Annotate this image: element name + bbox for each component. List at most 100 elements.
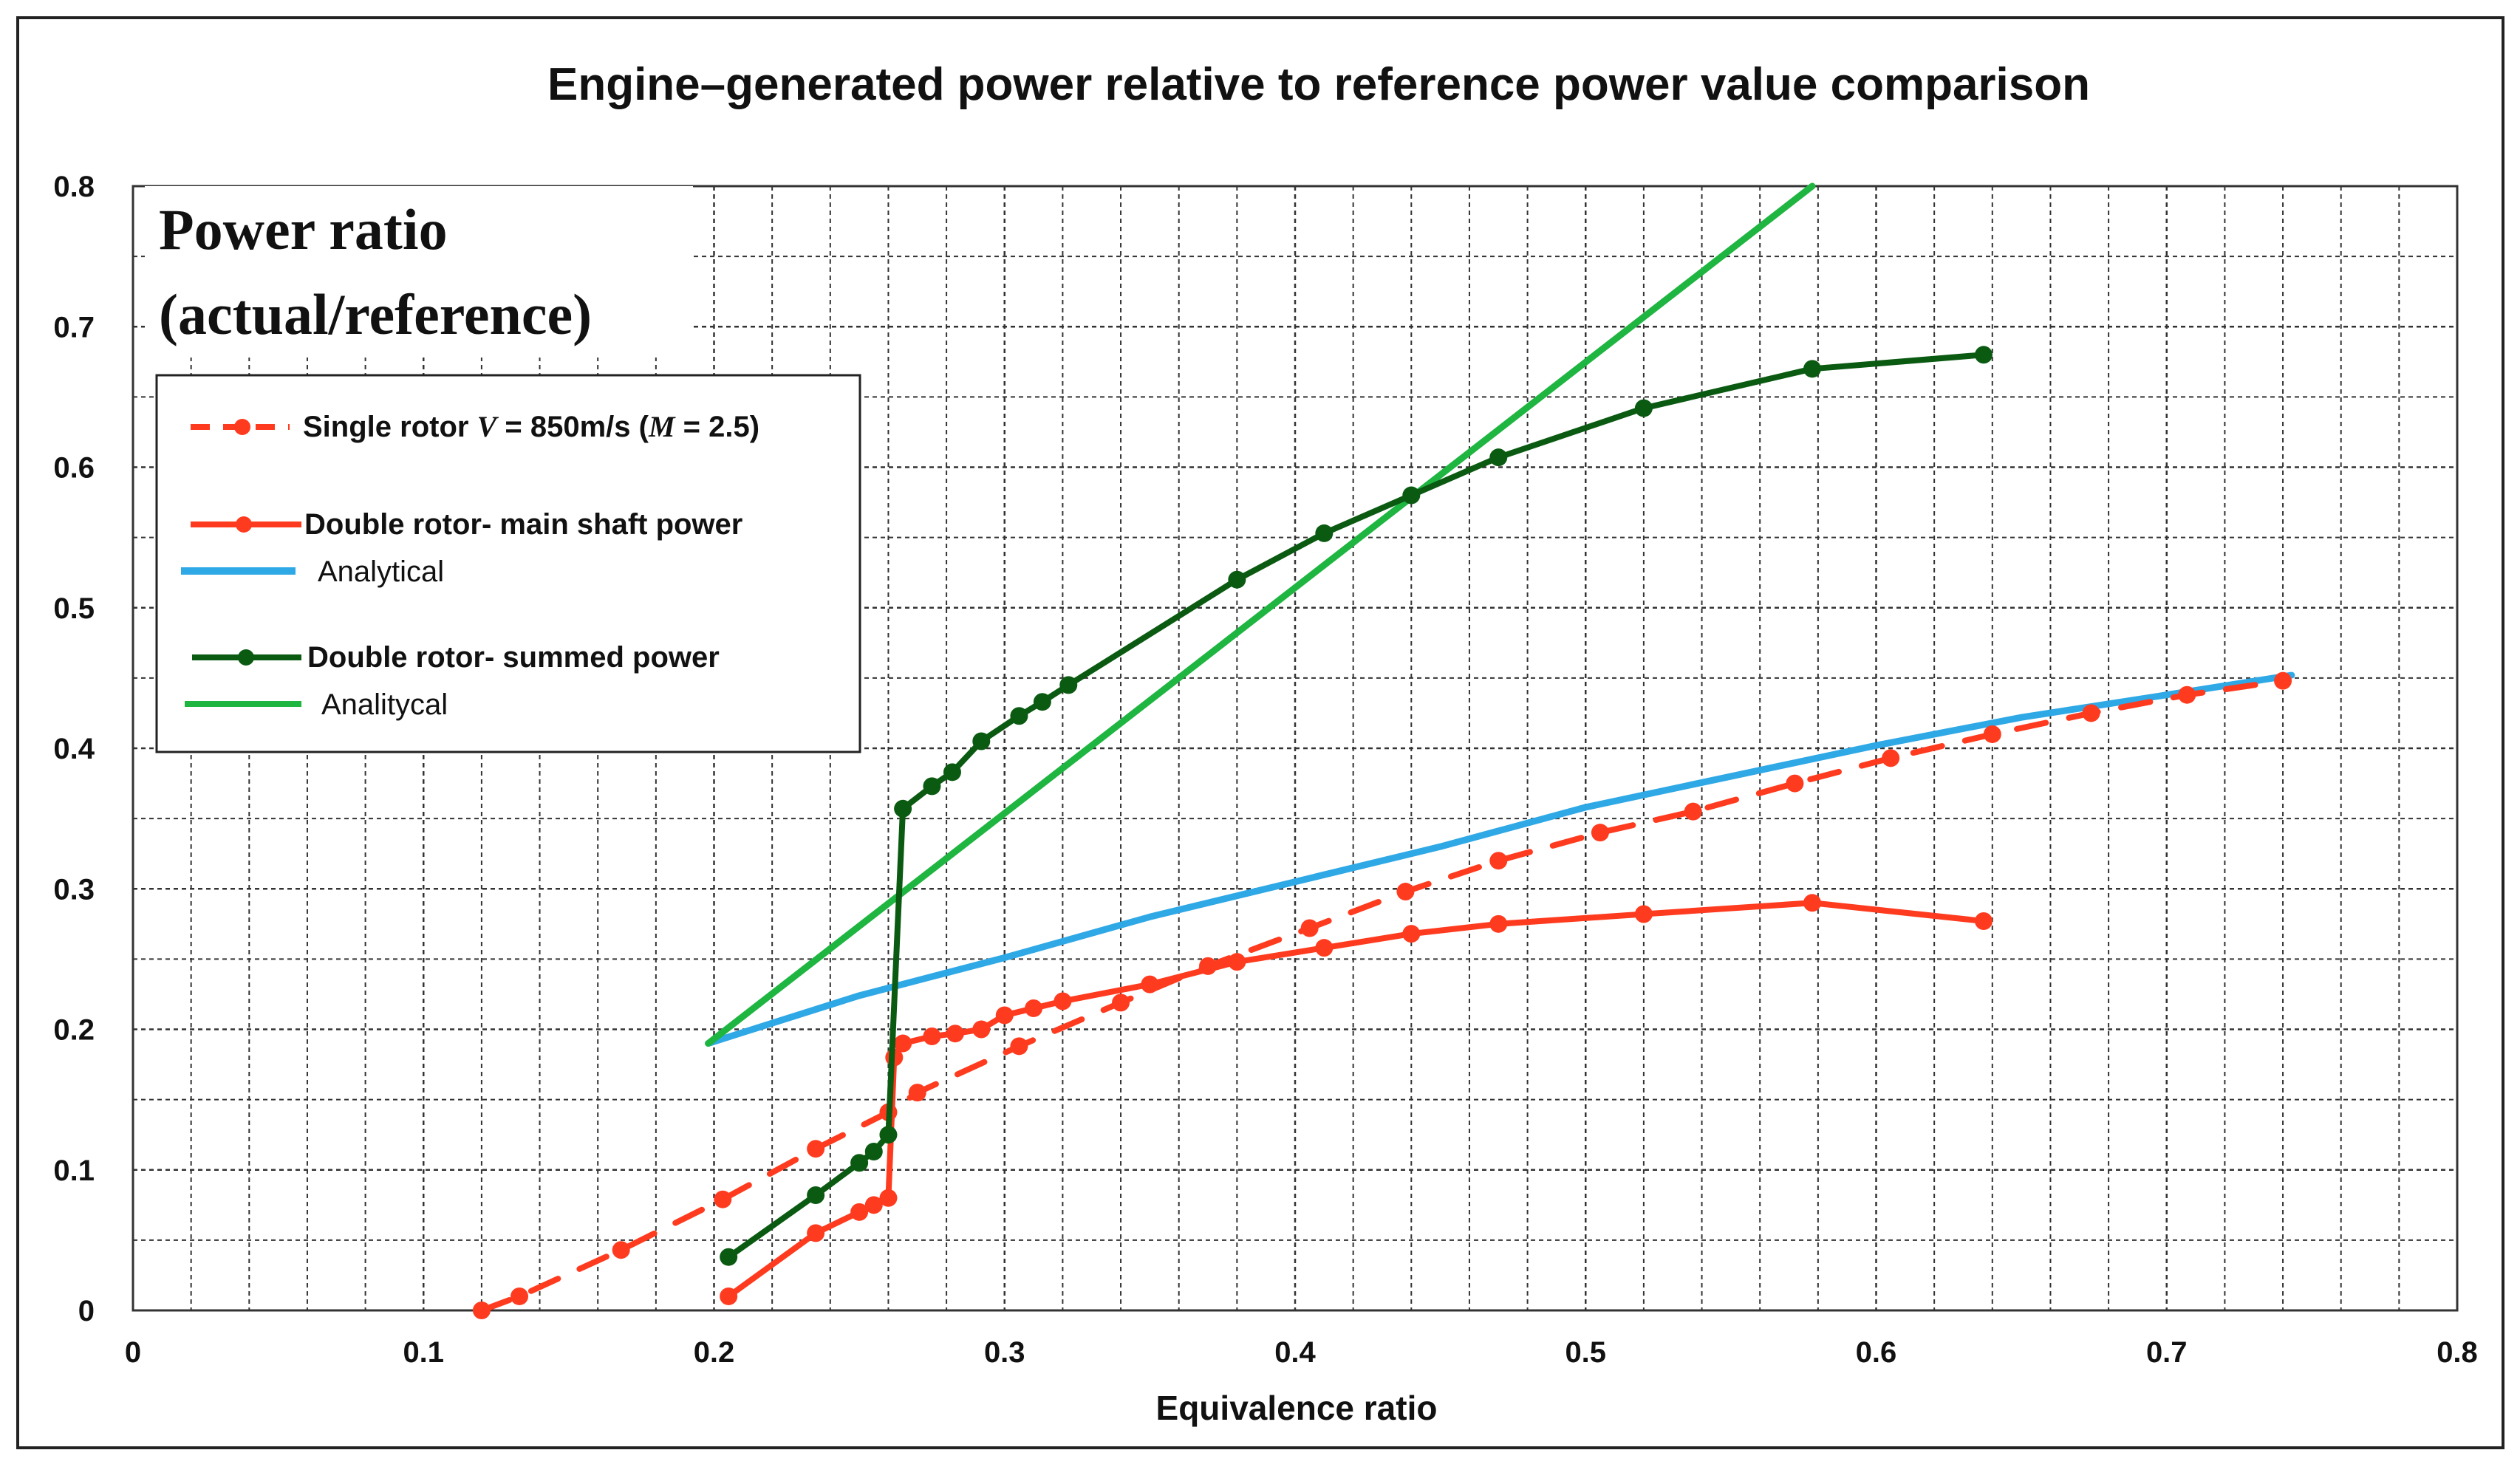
y-tick-label: 0.2: [53, 1014, 95, 1047]
y-axis-label-line-1: Power ratio: [159, 197, 448, 261]
data-point: [908, 1084, 926, 1102]
grid: [133, 186, 2457, 1310]
data-point: [1975, 346, 1993, 364]
data-point: [1684, 802, 1702, 821]
data-point: [1786, 774, 1804, 793]
legend-label-analytical: Analytical: [318, 555, 444, 588]
x-tick-label: 0.3: [984, 1336, 1025, 1369]
series-line: [725, 352, 1987, 1260]
data-point: [1010, 1037, 1028, 1056]
data-point: [850, 1154, 869, 1172]
data-point: [1975, 912, 1993, 931]
data-point: [1033, 693, 1051, 711]
data-point: [1882, 749, 1900, 767]
data-point: [1228, 570, 1246, 589]
legend-entry-summed: Double rotor- summed power: [192, 641, 720, 674]
data-point: [864, 1143, 883, 1161]
x-tick-label: 0: [125, 1336, 141, 1369]
legend-marker-summed: [238, 649, 254, 666]
x-tick-label: 0.1: [403, 1336, 444, 1369]
data-point: [720, 1287, 738, 1305]
y-tick-label: 0.1: [53, 1155, 95, 1187]
data-point: [879, 1189, 898, 1207]
data-point: [714, 1190, 732, 1208]
data-point: [1315, 939, 1334, 957]
data-point: [1803, 894, 1821, 912]
legend-entry-analitycal: Analitycal: [185, 688, 448, 721]
y-tick-label: 0.7: [53, 311, 95, 343]
data-point: [2274, 671, 2292, 690]
x-tick-label: 0.2: [694, 1336, 735, 1369]
data-point: [923, 1027, 941, 1046]
data-point: [1591, 824, 1609, 842]
series-line: [705, 182, 1816, 1047]
y-axis-label-line-2: (actual/reference): [159, 282, 592, 346]
data-point: [1300, 919, 1319, 937]
data-point: [1402, 486, 1421, 505]
x-tick-label: 0.7: [2146, 1336, 2188, 1369]
x-axis-label: Equivalence ratio: [1156, 1389, 1438, 1427]
data-point: [995, 1006, 1014, 1025]
data-point: [1059, 676, 1078, 694]
x-tick-label: 0.8: [2437, 1336, 2478, 1369]
data-point: [1025, 999, 1043, 1017]
data-point: [1489, 914, 1508, 933]
data-point: [1402, 925, 1421, 943]
legend-entry-single-rotor: Single rotor V = 850m/s (M = 2.5): [191, 410, 759, 443]
series-line: [478, 677, 2287, 1313]
data-point: [1803, 360, 1821, 378]
data-point: [1315, 524, 1334, 542]
y-tick-label: 0.5: [53, 592, 95, 625]
legend-label-summed: Double rotor- summed power: [307, 641, 720, 674]
data-point: [472, 1302, 491, 1319]
data-point: [1228, 953, 1246, 971]
legend-marker-main-shaft: [236, 516, 252, 533]
data-point: [1489, 852, 1508, 870]
series-1: [720, 894, 1993, 1305]
data-point: [943, 763, 961, 782]
legend-entry-analytical: Analytical: [181, 555, 444, 588]
legend-marker-single-rotor: [234, 419, 250, 435]
series-4: [705, 182, 1816, 1047]
x-tick-label: 0.6: [1856, 1336, 1897, 1369]
series-0: [472, 671, 2292, 1319]
data-point: [1634, 399, 1653, 417]
y-tick-label: 0.8: [53, 171, 95, 203]
data-point: [720, 1248, 738, 1266]
legend-label-analitycal: Analitycal: [321, 688, 448, 721]
legend-box: [155, 374, 861, 753]
series-line: [705, 671, 2295, 1047]
data-point: [1112, 994, 1130, 1012]
data-point: [864, 1196, 883, 1214]
data-point: [1054, 992, 1072, 1011]
legend-label-main-shaft: Double rotor- main shaft power: [304, 508, 742, 541]
data-point: [2178, 685, 2196, 704]
data-point: [1396, 883, 1415, 901]
y-tick-label: 0: [78, 1295, 95, 1327]
data-point: [807, 1224, 825, 1242]
legend: Single rotor V = 850m/s (M = 2.5) Double…: [155, 374, 861, 753]
data-point: [511, 1287, 529, 1305]
series-layer: [472, 182, 2295, 1319]
y-tick-label: 0.3: [53, 873, 95, 906]
data-point: [1489, 448, 1508, 467]
data-point: [1141, 975, 1159, 994]
x-tick-labels: 0 0.1 0.2 0.3 0.4 0.5 0.6 0.7 0.8: [125, 1336, 2478, 1369]
data-point: [2082, 704, 2100, 722]
data-point: [894, 799, 912, 818]
data-point: [894, 1034, 912, 1053]
data-point: [807, 1140, 825, 1158]
data-point: [972, 732, 991, 750]
data-point: [1983, 725, 2001, 743]
x-tick-label: 0.4: [1274, 1336, 1316, 1369]
data-point: [1634, 905, 1653, 923]
y-tick-label: 0.4: [53, 733, 95, 765]
data-point: [850, 1203, 869, 1221]
data-point: [923, 777, 941, 796]
legend-label-single-rotor: Single rotor V = 850m/s (M = 2.5): [303, 410, 759, 443]
data-point: [972, 1020, 991, 1039]
chart-title: Engine–generated power relative to refer…: [547, 59, 2090, 110]
series-2: [705, 671, 2295, 1047]
ylabel-box: [145, 186, 693, 358]
